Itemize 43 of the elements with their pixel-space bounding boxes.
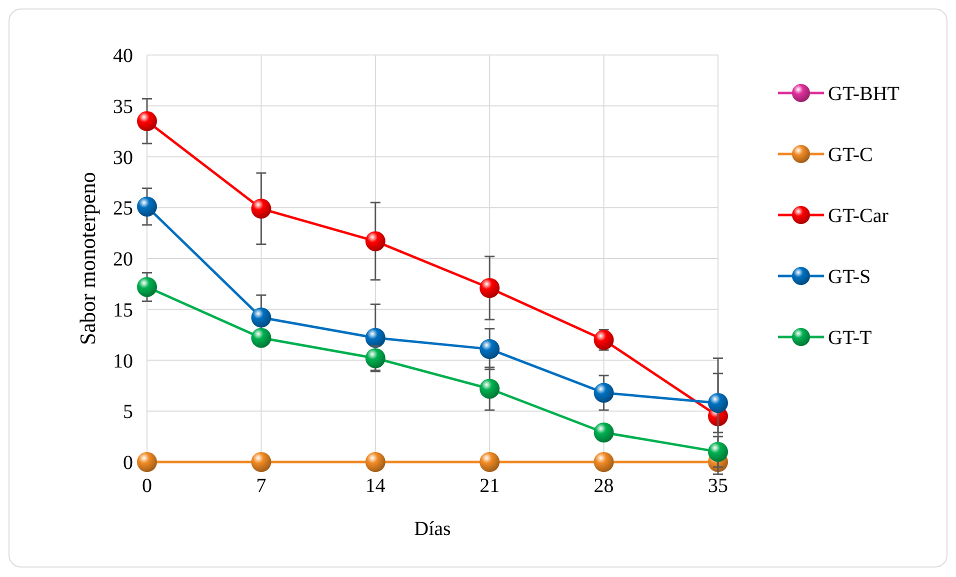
y-tick-label: 35 [113,96,133,118]
point [251,308,272,328]
point [365,328,386,348]
y-axis-title: Sabor monoterpeno [75,172,100,345]
point [137,452,157,472]
y-tick-label: 40 [113,45,133,67]
point [365,231,386,252]
x-tick-label: 14 [365,475,386,497]
legend-label: GT-S [828,266,871,288]
point [480,452,500,472]
point [594,452,614,472]
x-tick-label: 0 [142,475,152,497]
point [137,196,157,217]
y-tick-label: 10 [113,350,133,372]
y-tick-label: 25 [113,198,133,220]
point [251,452,272,472]
point [594,422,614,442]
legend-label: GT-Car [828,205,889,227]
legend-label: GT-T [828,327,872,349]
y-tick-label: 0 [123,452,133,474]
point [251,198,272,219]
y-tick-label: 15 [113,299,133,322]
y-tick-label: 20 [113,248,133,270]
y-tick-label: 5 [123,401,133,424]
point [251,328,272,348]
point [365,452,386,472]
x-tick-label: 35 [708,475,728,497]
x-axis-title: Días [414,518,452,540]
point [594,382,614,403]
x-tick-label: 7 [256,475,266,497]
legend-label: GT-BHT [828,83,900,105]
x-tick-label: 28 [594,475,614,497]
point [480,278,500,298]
point [480,378,500,399]
legend-label: GT-C [828,144,873,166]
point [137,111,157,132]
point [594,330,614,350]
point [708,392,728,413]
point [708,442,728,462]
x-tick-label: 21 [480,475,500,497]
point [480,339,500,360]
y-tick-label: 30 [113,146,133,169]
point [137,276,157,297]
